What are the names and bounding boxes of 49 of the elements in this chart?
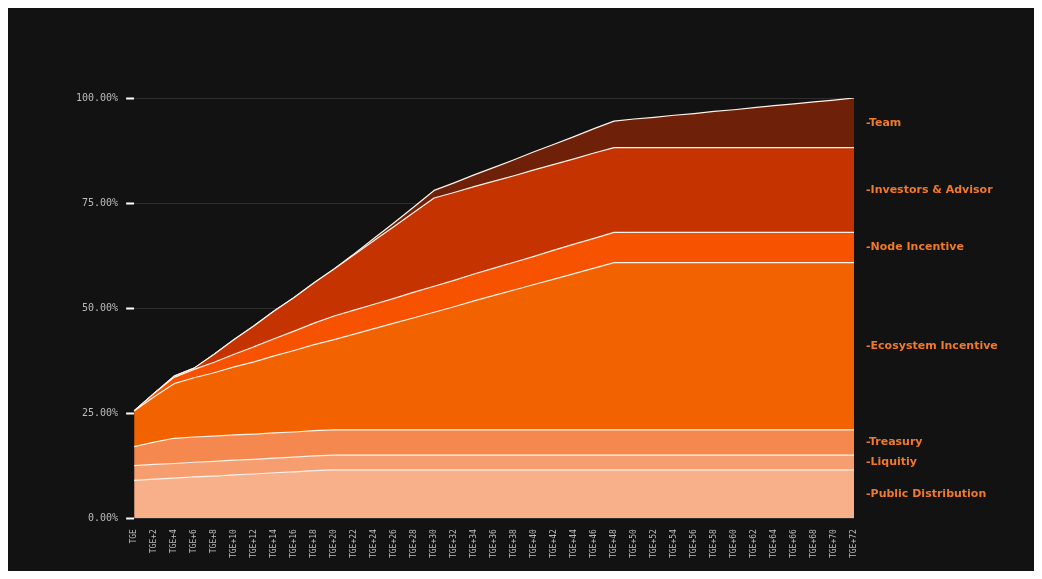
x-tick-label: TGE+44: [569, 528, 579, 559]
x-tick-label: TGE+34: [469, 528, 479, 559]
x-tick-label: TGE+56: [689, 528, 699, 559]
series-label: -Node Incentive: [866, 240, 964, 254]
x-tick-label: TGE+70: [829, 528, 839, 559]
x-tick-label: TGE+62: [749, 528, 759, 559]
x-tick-label: TGE+14: [269, 528, 279, 559]
x-tick-label: TGE+50: [629, 528, 639, 559]
x-tick-label: TGE: [129, 528, 139, 544]
x-tick-label: TGE+42: [549, 528, 559, 559]
x-tick-label: TGE+30: [429, 528, 439, 559]
x-tick-label: TGE+66: [789, 528, 799, 559]
x-tick-label: TGE+10: [229, 528, 239, 559]
x-tick-label: TGE+68: [809, 528, 819, 559]
series-label: -Investors & Advisor: [866, 182, 994, 196]
x-tick-label: TGE+60: [729, 528, 739, 559]
x-tick-label: TGE+36: [489, 528, 499, 559]
x-tick-label: TGE+48: [609, 528, 619, 559]
y-tick-label: 50.00%: [82, 301, 119, 313]
x-tick-label: TGE+16: [289, 528, 299, 559]
series-label: -Treasury: [866, 435, 923, 449]
x-tick-label: TGE+4: [169, 528, 179, 554]
y-tick-label: 75.00%: [82, 196, 119, 208]
series-label: -Team: [866, 115, 902, 129]
x-tick-label: TGE+54: [669, 528, 679, 559]
x-tick-label: TGE+2: [149, 528, 159, 554]
x-tick-label: TGE+64: [769, 528, 779, 559]
x-tick-label: TGE+72: [849, 528, 859, 559]
x-tick-label: TGE+46: [589, 528, 599, 559]
x-tick-label: TGE+20: [329, 528, 339, 559]
x-tick-label: TGE+6: [189, 528, 199, 554]
x-tick-label: TGE+32: [449, 528, 459, 559]
y-tick-label: 100.00%: [75, 91, 119, 103]
x-tick-label: TGE+28: [409, 528, 419, 559]
x-tick-label: TGE+40: [529, 528, 539, 559]
series-label: -Liquitiy: [866, 455, 918, 469]
x-tick-label: TGE+12: [249, 528, 259, 559]
x-tick-label: TGE+38: [509, 528, 519, 559]
x-tick-label: TGE+52: [649, 528, 659, 559]
x-tick-label: TGE+8: [209, 528, 219, 554]
y-tick-label: 0.00%: [88, 511, 119, 523]
series-label: -Public Distribution: [866, 486, 987, 500]
y-tick-label: 25.00%: [82, 406, 119, 418]
x-tick-label: TGE+22: [349, 528, 359, 559]
x-tick-label: TGE+18: [309, 528, 319, 559]
series-label: -Ecosystem Incentive: [866, 339, 998, 353]
x-tick-label: TGE+24: [369, 528, 379, 559]
x-tick-label: TGE+26: [389, 528, 399, 559]
x-tick-label: TGE+58: [709, 528, 719, 559]
